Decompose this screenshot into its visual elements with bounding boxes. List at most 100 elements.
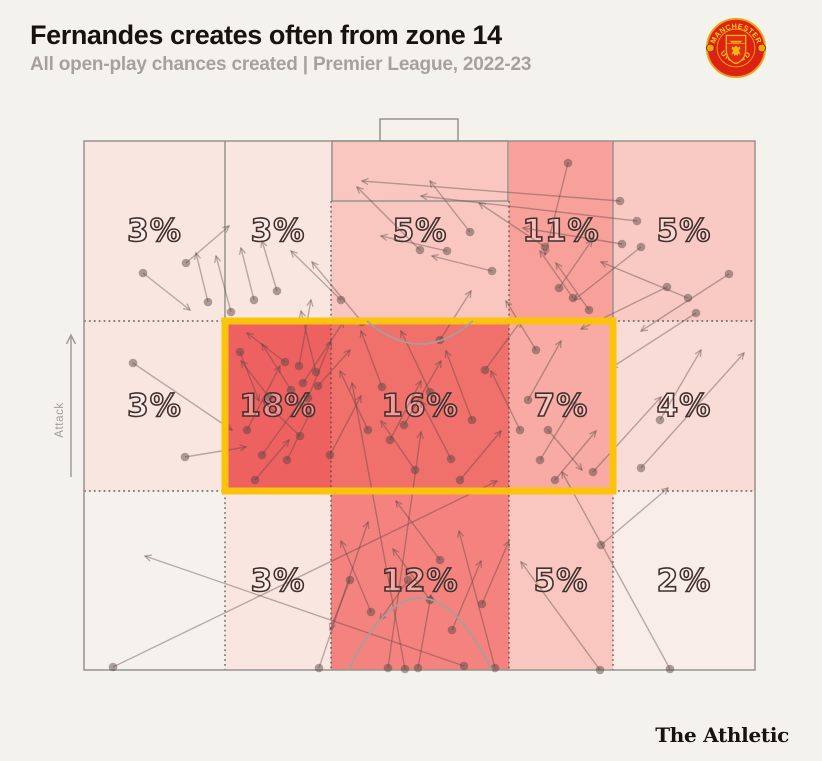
zone-cell-r1c1: 18% [225, 321, 331, 491]
zone-grid-lines [84, 201, 755, 670]
pass-origin-dot [683, 293, 693, 303]
pass-origin-dot [490, 663, 500, 673]
pass-arrow [429, 180, 471, 233]
zone-cell-r1c3: 7% [509, 321, 613, 491]
pass-arrowhead [419, 192, 428, 201]
pass-arrow [380, 235, 448, 252]
pass-arrow [142, 272, 191, 311]
attack-direction-label: Attack [54, 402, 66, 438]
pass-origin-dot [257, 450, 267, 460]
pass-origin-dot [295, 431, 305, 441]
pass-arrow [261, 400, 302, 456]
penalty-arc [366, 320, 474, 345]
pass-arrow [547, 429, 583, 471]
pass-arrowhead [539, 249, 547, 259]
pass-arrowhead [328, 622, 336, 632]
pass-origin-dot [636, 242, 646, 252]
pass-origin-dot [181, 258, 191, 268]
pass-origin-dot [249, 295, 259, 305]
pass-arrowhead [213, 254, 222, 264]
pass-arrowhead [520, 560, 528, 570]
pass-arrowhead [354, 394, 362, 404]
pass-arrow [403, 360, 442, 426]
pass-origin-dot [442, 246, 452, 256]
pass-arrowhead [193, 251, 202, 260]
zone-value-label: 4% [656, 387, 712, 425]
pitch-markings [83, 118, 756, 671]
pass-origin-dot [383, 663, 393, 673]
pass-origin-dot [280, 357, 290, 367]
pass-origin-dot [724, 269, 734, 279]
pass-arrowhead [416, 430, 424, 439]
pass-origin-dot [691, 308, 701, 318]
pass-arrow [555, 262, 590, 311]
pass-origin-dot [584, 305, 594, 315]
pass-arrow [659, 349, 702, 421]
pass-arrowhead [414, 379, 422, 389]
pass-origin-dot [554, 283, 564, 293]
pass-origin-dot [399, 420, 409, 430]
pass-arrow [554, 430, 597, 481]
pass-arrow [439, 290, 472, 341]
pass-arrowhead [475, 559, 483, 569]
zone-value-label: 11% [522, 212, 600, 250]
pass-arrowhead [380, 419, 388, 429]
pass-arrow [640, 273, 730, 332]
pass-origin-dot [336, 295, 346, 305]
pass-arrowhead [289, 249, 298, 258]
manchester-united-crest: MANCHESTER UNITED [705, 17, 767, 79]
pass-arrow [298, 299, 312, 367]
pass-arrow [420, 400, 452, 460]
pass-arrow [520, 561, 601, 671]
pass-arrowhead [240, 359, 248, 368]
pass-arrowhead [654, 395, 663, 404]
pass-arrowhead [360, 177, 369, 186]
pass-arrowhead [585, 238, 593, 248]
pass-arrow [380, 420, 416, 471]
pass-arrow [215, 255, 232, 313]
pass-arrowhead [282, 438, 291, 447]
pass-arrow [340, 540, 372, 613]
zone-cell-r2c2: 12% [331, 491, 509, 670]
pass-arrow [246, 365, 281, 431]
pass-arrowhead [238, 246, 247, 255]
pass-origin-dot [446, 454, 456, 464]
zone-cell-r0c4: 5% [613, 141, 755, 321]
zone-value-label: 7% [533, 387, 589, 425]
pass-origin-dot [286, 385, 296, 395]
pass-arrow [431, 255, 493, 272]
crest-left-football [706, 43, 715, 53]
pass-arrow [484, 320, 522, 371]
pass-origin-dot [480, 365, 490, 375]
pass-arrow [290, 250, 342, 301]
pass-arrowhead [420, 399, 428, 409]
pass-origin-dot [455, 475, 465, 485]
pass-arrow [395, 500, 441, 561]
pass-origin-dot [425, 387, 435, 397]
pass-arrow [539, 250, 574, 299]
pass-arrow [318, 521, 369, 669]
zone-cell-r2c3: 5% [509, 491, 613, 670]
pass-arrowhead [222, 224, 231, 233]
pass-arrowhead [395, 499, 403, 509]
pass-arrowhead [464, 289, 472, 299]
pass-origin-dot [435, 555, 445, 565]
zone-14-highlight-box [221, 317, 617, 495]
zone-cell-r0c2: 5% [331, 141, 509, 321]
pass-arrow [112, 480, 498, 668]
pass-arrowhead [429, 179, 437, 188]
pass-arrowhead [325, 339, 333, 349]
pass-arrowhead [694, 348, 702, 358]
pass-arrow [417, 594, 432, 669]
zone-value-label: 3% [126, 212, 182, 250]
pass-arrowhead [306, 298, 314, 307]
zone-value-label: 3% [126, 387, 182, 425]
pass-arrowhead [503, 539, 511, 549]
pass-arrowhead [737, 351, 746, 360]
pass-arrow [361, 180, 621, 202]
pass-arrowhead [599, 260, 609, 268]
pass-arrow [240, 360, 270, 398]
goal-box [379, 118, 459, 142]
pass-origin-dot [203, 297, 213, 307]
